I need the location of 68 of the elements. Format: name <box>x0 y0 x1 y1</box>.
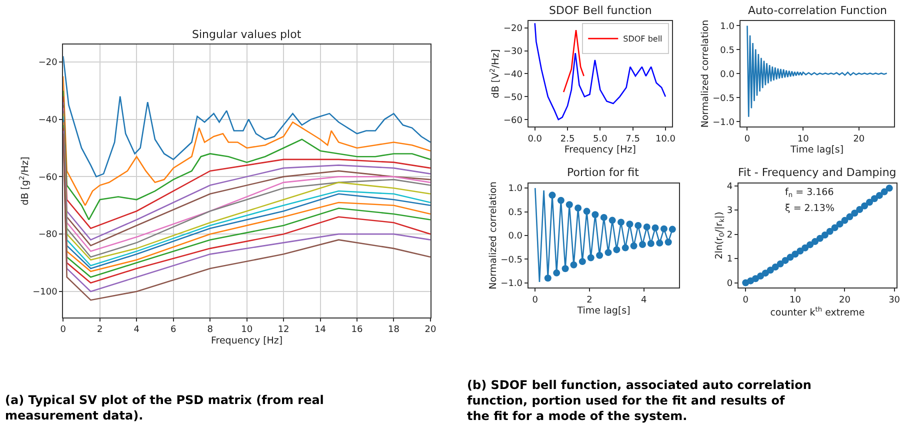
x-tick-label: 4 <box>640 295 647 306</box>
x-tick-label: 20 <box>424 325 436 336</box>
x-tick-label: 0 <box>532 295 538 306</box>
annotation: ξ = 2.13% <box>785 203 834 214</box>
x-tick-label: 2 <box>97 325 103 336</box>
y-tick-label: 0.0 <box>508 232 523 242</box>
x-tick-label: 5.0 <box>593 134 608 144</box>
x-tick-label: 14 <box>314 325 326 336</box>
x-axis-title: Time lag[s] <box>789 144 844 156</box>
x-tick-label: 20 <box>853 134 865 144</box>
y-tick-label: −80 <box>38 230 58 240</box>
x-tick-label: 7.5 <box>626 134 640 144</box>
chart-title: Singular values plot <box>192 28 302 41</box>
x-tick-label: 18 <box>388 325 400 336</box>
y-tick-label: −50 <box>504 92 523 103</box>
y-tick-label: 3 <box>726 206 733 216</box>
x-axis-title: counter k$^{th}$ extreme <box>770 305 865 318</box>
legend-label: SDOF bell <box>623 34 662 44</box>
x-tick-label: 10 <box>241 325 253 336</box>
y-tick-label: −1.0 <box>712 118 735 128</box>
x-axis-title: Frequency [Hz] <box>564 144 636 156</box>
x-tick-label: 2 <box>586 295 592 306</box>
x-tick-label: 8 <box>207 325 214 336</box>
y-tick-label: 1 <box>726 254 733 265</box>
text: (b) SDOF bell function, associated auto correlation function, portion used for the fit and results of the fit for a mode of the system. <box>467 378 812 424</box>
y-tick-label: 1.0 <box>508 184 523 194</box>
x-tick-label: 0 <box>744 134 750 144</box>
x-tick-label: 20 <box>839 295 851 306</box>
chart-title: Auto-correlation Function <box>748 4 888 17</box>
y-axis-title: Normalized correlation <box>488 182 499 290</box>
text: (a) Typical SV plot of the PSD matrix (from real measurement data). <box>5 393 324 423</box>
y-tick-label: −0.5 <box>500 255 523 266</box>
x-tick-label: 6 <box>170 325 176 336</box>
chart-title: Portion for fit <box>567 166 640 179</box>
y-tick-label: −40 <box>38 115 58 126</box>
x-tick-label: 30 <box>888 295 900 306</box>
y-tick-label: −20 <box>504 24 523 34</box>
x-tick-label: 0.0 <box>528 134 542 144</box>
y-tick-label: 0.5 <box>508 208 523 218</box>
y-tick-label: −1.0 <box>500 279 523 290</box>
y-tick-label: 2 <box>726 230 733 240</box>
x-tick-label: 2.5 <box>560 134 575 144</box>
x-tick-label: 10 <box>797 134 810 144</box>
y-tick-label: −30 <box>504 46 523 57</box>
y-tick-label: 1.0 <box>720 22 735 32</box>
y-tick-label: −20 <box>38 58 58 68</box>
y-tick-label: −40 <box>504 70 523 80</box>
annotation: f$_{n}$ = 3.166 <box>785 187 834 199</box>
y-tick-label: −0.5 <box>712 94 734 104</box>
x-tick-label: 12 <box>278 325 290 336</box>
y-tick-label: −60 <box>38 172 58 183</box>
x-tick-label: 0 <box>60 325 66 336</box>
x-axis-title: Time lag[s] <box>576 306 630 317</box>
y-tick-label: 0.5 <box>720 46 734 56</box>
y-tick-label: 0 <box>726 278 733 289</box>
y-tick-label: −60 <box>504 116 523 126</box>
x-tick-label: 10.0 <box>655 134 676 144</box>
chart-title: Fit - Frequency and Damping <box>738 166 896 179</box>
x-axis-title: Frequency [Hz] <box>210 335 283 346</box>
x-tick-label: 16 <box>351 325 363 336</box>
y-tick-label: −100 <box>32 288 58 298</box>
y-axis-title: Normalized correlation <box>700 20 711 128</box>
y-tick-label: 0.0 <box>720 70 735 80</box>
chart-title: SDOF Bell function <box>549 4 652 17</box>
x-tick-label: 0 <box>742 295 749 306</box>
y-tick-label: 4 <box>726 182 733 192</box>
x-tick-label: 4 <box>134 325 140 336</box>
x-tick-label: 10 <box>789 295 802 306</box>
